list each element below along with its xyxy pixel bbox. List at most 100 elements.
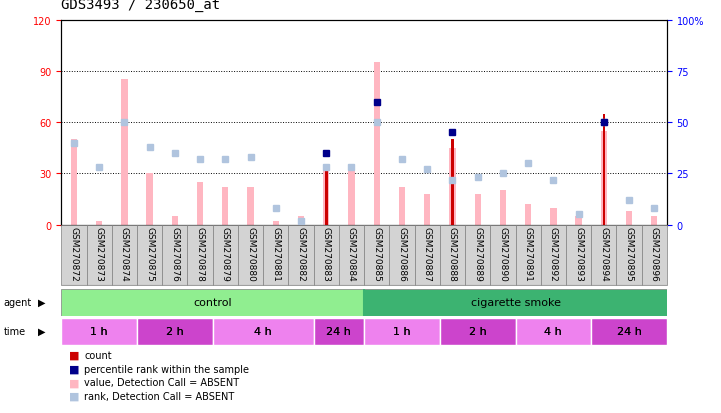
Bar bbox=[213, 225, 238, 285]
Text: count: count bbox=[84, 350, 112, 360]
Bar bbox=[591, 318, 667, 345]
Bar bbox=[500, 191, 506, 225]
Text: control: control bbox=[193, 297, 232, 308]
Text: GSM270885: GSM270885 bbox=[372, 227, 381, 282]
Bar bbox=[591, 318, 667, 345]
Bar bbox=[314, 318, 364, 345]
Text: GSM270879: GSM270879 bbox=[221, 227, 230, 282]
Text: GSM270878: GSM270878 bbox=[195, 227, 205, 282]
Text: GSM270894: GSM270894 bbox=[599, 227, 609, 282]
Bar bbox=[298, 216, 304, 225]
Bar bbox=[449, 148, 456, 225]
Text: rank, Detection Call = ABSENT: rank, Detection Call = ABSENT bbox=[84, 391, 234, 401]
Bar bbox=[61, 318, 137, 345]
Bar bbox=[373, 63, 380, 225]
Text: 24 h: 24 h bbox=[616, 326, 642, 337]
Text: agent: agent bbox=[4, 297, 32, 308]
Bar bbox=[137, 318, 213, 345]
Bar bbox=[364, 289, 667, 316]
Text: GSM270882: GSM270882 bbox=[296, 227, 306, 282]
Text: ■: ■ bbox=[68, 364, 79, 374]
Bar bbox=[213, 318, 314, 345]
Bar bbox=[87, 225, 112, 285]
Bar bbox=[61, 225, 87, 285]
Bar bbox=[440, 318, 516, 345]
Text: 4 h: 4 h bbox=[544, 326, 562, 337]
Text: 4 h: 4 h bbox=[255, 326, 272, 337]
Text: GDS3493 / 230650_at: GDS3493 / 230650_at bbox=[61, 0, 221, 12]
Bar bbox=[172, 216, 178, 225]
Bar bbox=[323, 166, 329, 225]
Text: 24 h: 24 h bbox=[327, 326, 351, 337]
Bar bbox=[339, 225, 364, 285]
Text: value, Detection Call = ABSENT: value, Detection Call = ABSENT bbox=[84, 377, 239, 387]
Bar bbox=[325, 166, 327, 225]
Bar bbox=[314, 225, 339, 285]
Text: GSM270875: GSM270875 bbox=[145, 227, 154, 282]
Bar bbox=[61, 289, 364, 316]
Text: GSM270891: GSM270891 bbox=[523, 227, 533, 282]
Bar bbox=[137, 225, 162, 285]
Text: percentile rank within the sample: percentile rank within the sample bbox=[84, 364, 249, 374]
Text: GSM270874: GSM270874 bbox=[120, 227, 129, 282]
Text: 1 h: 1 h bbox=[90, 326, 108, 337]
Bar bbox=[247, 188, 254, 225]
Bar bbox=[474, 195, 481, 225]
Text: GSM270873: GSM270873 bbox=[94, 227, 104, 282]
Bar bbox=[591, 225, 616, 285]
Text: GSM270872: GSM270872 bbox=[69, 227, 79, 282]
Bar bbox=[601, 131, 607, 225]
Bar bbox=[415, 225, 440, 285]
Bar bbox=[642, 225, 667, 285]
Text: 24 h: 24 h bbox=[616, 326, 642, 337]
Bar bbox=[541, 225, 566, 285]
Text: 24 h: 24 h bbox=[327, 326, 351, 337]
Text: GSM270886: GSM270886 bbox=[397, 227, 407, 282]
Text: GSM270888: GSM270888 bbox=[448, 227, 457, 282]
Bar bbox=[213, 318, 314, 345]
Bar bbox=[465, 225, 490, 285]
Bar bbox=[71, 140, 77, 225]
Text: GSM270881: GSM270881 bbox=[271, 227, 280, 282]
Text: cigarette smoke: cigarette smoke bbox=[471, 297, 560, 308]
Bar bbox=[550, 208, 557, 225]
Bar bbox=[238, 225, 263, 285]
Bar bbox=[566, 225, 591, 285]
Bar bbox=[364, 225, 389, 285]
Text: GSM270883: GSM270883 bbox=[322, 227, 331, 282]
Bar bbox=[187, 225, 213, 285]
Bar bbox=[112, 225, 137, 285]
Text: ▶: ▶ bbox=[37, 297, 45, 308]
Bar bbox=[96, 222, 102, 225]
Bar bbox=[399, 188, 405, 225]
Text: ■: ■ bbox=[68, 391, 79, 401]
Text: GSM270887: GSM270887 bbox=[423, 227, 432, 282]
Text: GSM270892: GSM270892 bbox=[549, 227, 558, 282]
Bar bbox=[616, 225, 642, 285]
Text: 1 h: 1 h bbox=[90, 326, 108, 337]
Text: 4 h: 4 h bbox=[544, 326, 562, 337]
Bar bbox=[263, 225, 288, 285]
Text: ■: ■ bbox=[68, 377, 79, 387]
Bar bbox=[516, 318, 591, 345]
Text: time: time bbox=[4, 326, 26, 337]
Bar bbox=[651, 216, 658, 225]
Text: ▶: ▶ bbox=[37, 326, 45, 337]
Bar bbox=[197, 183, 203, 225]
Bar bbox=[348, 166, 355, 225]
Text: GSM270880: GSM270880 bbox=[246, 227, 255, 282]
Text: GSM270895: GSM270895 bbox=[624, 227, 634, 282]
Bar bbox=[603, 114, 605, 225]
Bar bbox=[121, 80, 128, 225]
Text: GSM270893: GSM270893 bbox=[574, 227, 583, 282]
Bar bbox=[525, 205, 531, 225]
Text: GSM270889: GSM270889 bbox=[473, 227, 482, 282]
Text: 2 h: 2 h bbox=[166, 326, 184, 337]
Text: 2 h: 2 h bbox=[469, 326, 487, 337]
Bar bbox=[288, 225, 314, 285]
Bar bbox=[137, 318, 213, 345]
Text: 2 h: 2 h bbox=[469, 326, 487, 337]
Bar bbox=[314, 318, 364, 345]
Bar bbox=[490, 225, 516, 285]
Bar bbox=[440, 225, 465, 285]
